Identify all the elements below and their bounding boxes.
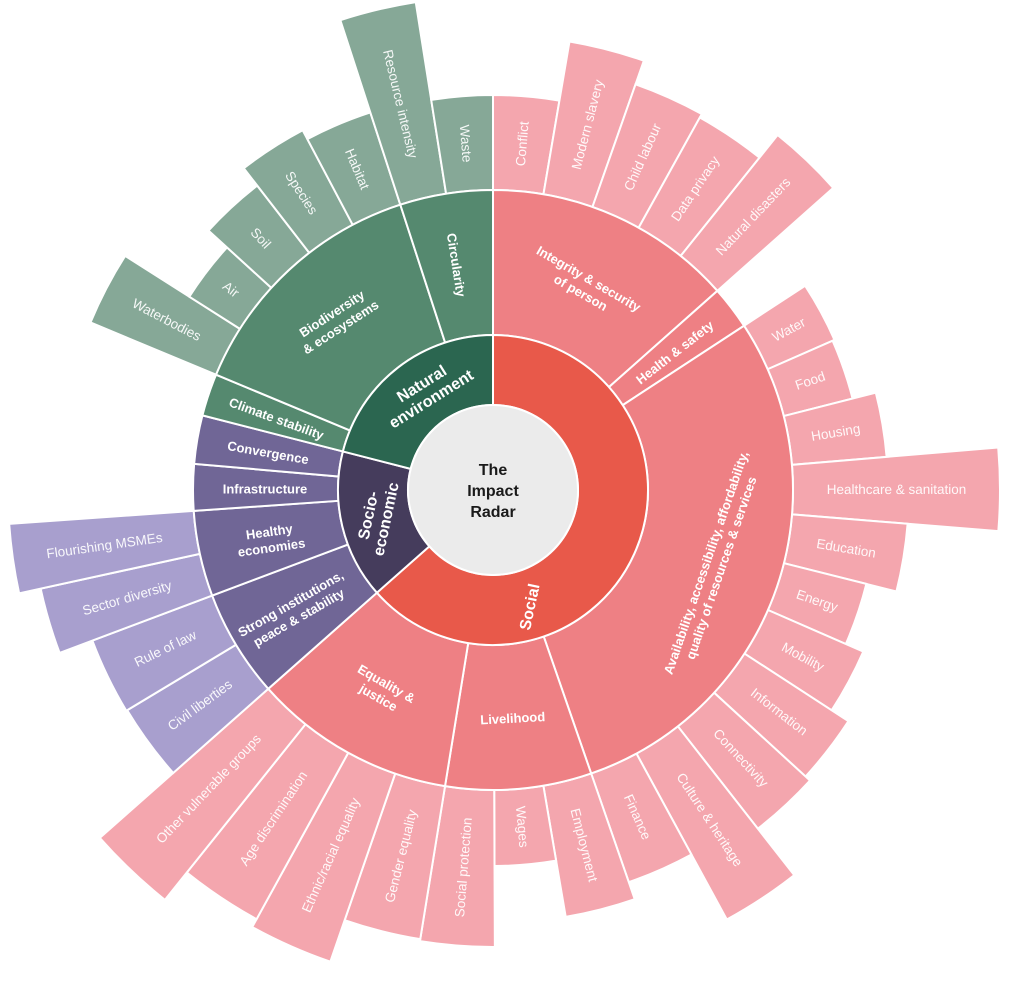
label-healthy-economies-line: Healthy <box>245 521 294 542</box>
label-infrastructure: Infrastructure <box>223 482 308 497</box>
center-title-line: Radar <box>470 504 515 521</box>
inner-ring <box>337 333 649 646</box>
label-healthy-economies: Healthyeconomies <box>235 520 307 560</box>
label-conflict: Conflict <box>513 120 532 166</box>
label-healthcare-sanitation: Healthcare & sanitation <box>827 482 967 497</box>
center-circle <box>407 404 579 576</box>
label-waste: Waste <box>457 124 475 163</box>
label-infrastructure-line: Infrastructure <box>223 482 308 497</box>
center-title: The Impact Radar <box>467 462 519 521</box>
outer-ring: Conflict Modern slavery Child labour Data p… <box>8 0 1001 964</box>
label-livelihood-line: Livelihood <box>480 709 546 727</box>
label-wages: Wages <box>513 805 532 848</box>
label-livelihood: Livelihood <box>480 709 546 727</box>
center-hub: The Impact Radar <box>407 404 579 576</box>
center-title-line: The <box>479 462 508 479</box>
middle-ring <box>192 188 794 791</box>
center-title-line: Impact <box>467 483 519 500</box>
